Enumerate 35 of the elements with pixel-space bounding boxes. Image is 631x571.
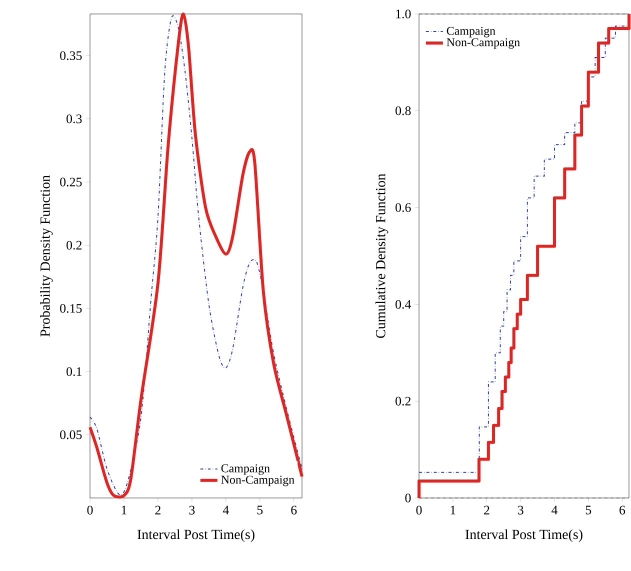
legend-label: Campaign <box>221 464 270 475</box>
x-tick-label: 4 <box>552 506 558 514</box>
y-tick-label: 0.05 <box>60 430 82 440</box>
x-tick-label: 6 <box>291 506 297 514</box>
x-tick-label: 3 <box>189 506 195 514</box>
y-axis-title: Cumulative Density Function <box>376 174 388 338</box>
x-tick-label: 3 <box>518 506 524 514</box>
x-axis-title: Interval Post Time(s) <box>137 529 254 542</box>
x-tick-label: 2 <box>484 506 490 514</box>
y-tick-label: 0.3 <box>66 114 82 124</box>
x-tick-label: 1 <box>450 506 456 514</box>
x-tick-label: 1 <box>122 506 126 514</box>
x-tick-label: 4 <box>222 506 229 514</box>
legend-label: Campaign <box>446 26 496 38</box>
y-tick-label: 0.2 <box>396 396 411 406</box>
x-tick-label: 0 <box>416 506 422 514</box>
x-tick-label: 5 <box>586 506 592 514</box>
legend-label: Non-Campaign <box>446 38 520 49</box>
y-tick-label: 0.1 <box>66 367 82 376</box>
y-tick-label: 0.4 <box>396 300 412 309</box>
x-tick-label: 2 <box>155 506 160 514</box>
y-axis-title: Probability Density Function <box>40 175 53 337</box>
x-tick-label: 0 <box>87 506 93 514</box>
y-tick-label: 0.25 <box>60 178 82 186</box>
x-axis-title: Interval Post Time(s) <box>465 529 582 542</box>
legend-label: Non-Campaign <box>221 476 294 486</box>
y-tick-label: 0.8 <box>396 106 411 116</box>
x-tick-label: 5 <box>257 506 263 514</box>
y-tick-label: 0.35 <box>60 51 82 60</box>
y-tick-label: 0 <box>405 494 411 502</box>
y-tick-label: 0.6 <box>396 203 411 212</box>
y-tick-label: 1.0 <box>396 10 411 18</box>
x-tick-label: 6 <box>620 506 626 514</box>
y-tick-label: 0.2 <box>66 240 82 250</box>
y-tick-label: 0.15 <box>60 304 82 313</box>
